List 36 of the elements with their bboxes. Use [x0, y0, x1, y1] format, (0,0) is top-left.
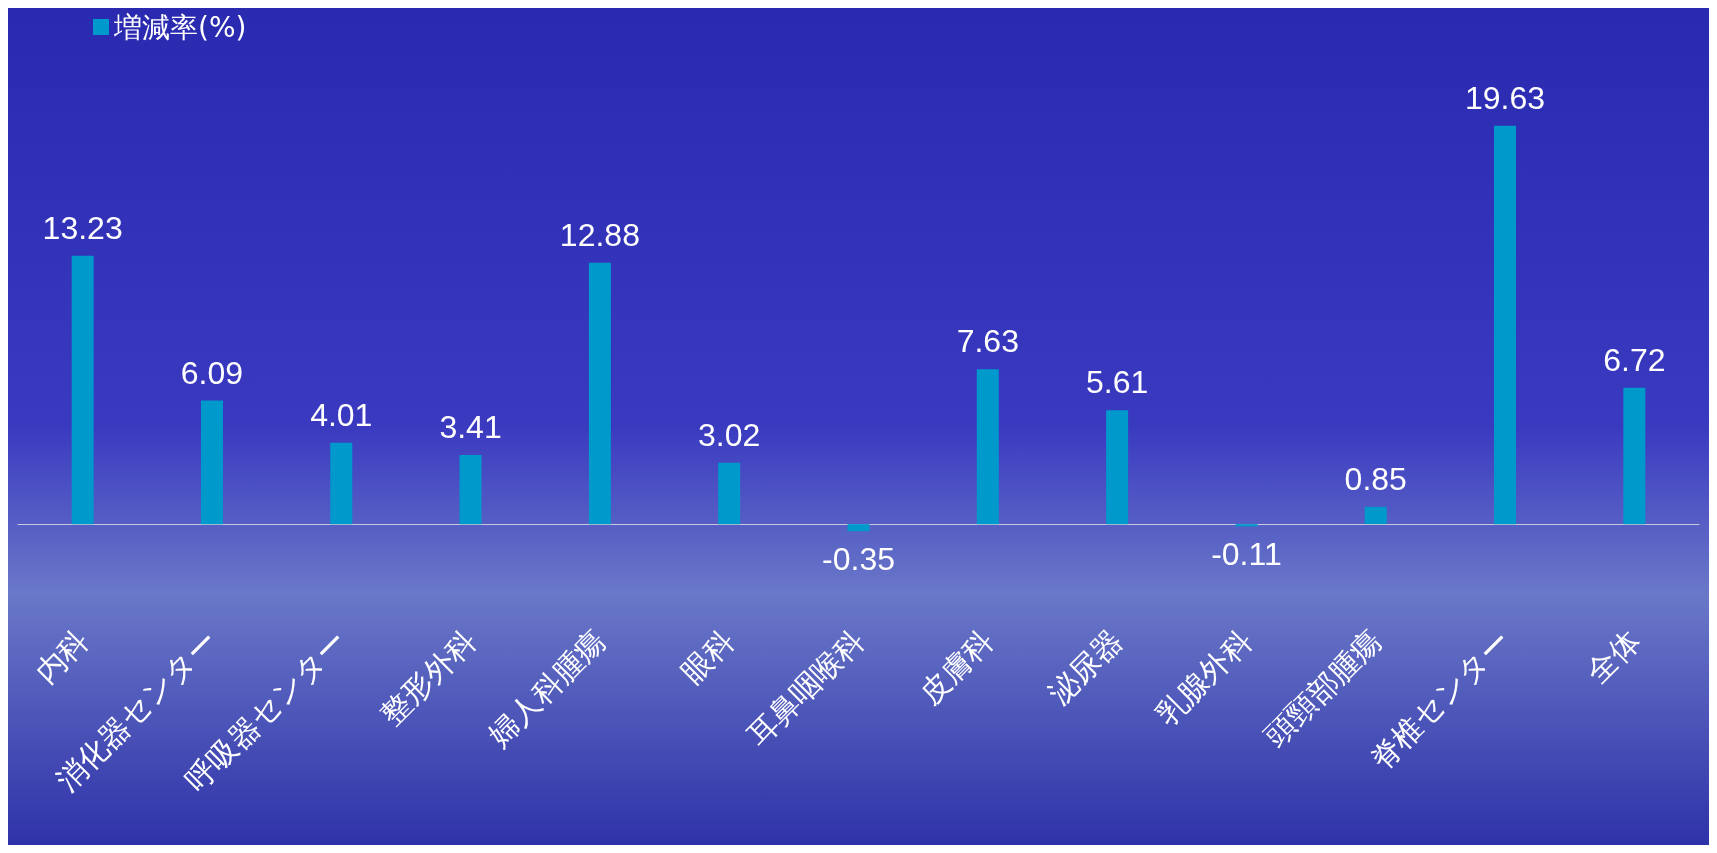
data-label: 7.63 — [956, 323, 1019, 360]
x-tick-label: 眼科 — [674, 622, 742, 690]
data-label: 3.02 — [698, 416, 761, 453]
bar — [330, 442, 353, 525]
data-label: 5.61 — [1085, 364, 1149, 401]
data-label: 19.63 — [1465, 79, 1546, 116]
bar — [976, 369, 999, 525]
bar — [459, 454, 482, 525]
x-tick-label: 全体 — [1579, 622, 1647, 690]
data-label: -0.35 — [822, 541, 895, 578]
x-tick-label: 泌尿器 — [1041, 622, 1130, 712]
bar — [200, 400, 223, 525]
data-label: 0.85 — [1344, 460, 1407, 497]
data-label: 12.88 — [559, 216, 640, 253]
data-label: 13.23 — [42, 209, 123, 246]
x-tick-label: 内科 — [27, 622, 96, 690]
x-tick-label: 整形外科 — [373, 622, 483, 733]
bar — [1364, 506, 1387, 525]
bar — [1235, 524, 1258, 527]
x-tick-label: 耳鼻咽喉科 — [740, 622, 871, 754]
bar — [588, 262, 611, 525]
bar — [1623, 387, 1646, 525]
legend-label: 増減率(%) — [113, 10, 247, 44]
bar — [71, 255, 94, 525]
x-tick-label: 皮膚科 — [911, 622, 1001, 712]
data-label: 6.09 — [180, 354, 244, 391]
x-tick-label: 乳腺外科 — [1149, 622, 1259, 733]
bar — [1106, 410, 1129, 525]
data-label: -0.11 — [1211, 536, 1282, 573]
bar — [847, 524, 870, 532]
data-label: 6.72 — [1603, 341, 1666, 378]
data-label: 4.01 — [310, 396, 373, 433]
data-label: 3.41 — [439, 408, 502, 445]
bar — [718, 462, 741, 525]
bar — [1494, 125, 1517, 525]
x-tick-label: 婦人科腫瘍 — [481, 622, 613, 754]
